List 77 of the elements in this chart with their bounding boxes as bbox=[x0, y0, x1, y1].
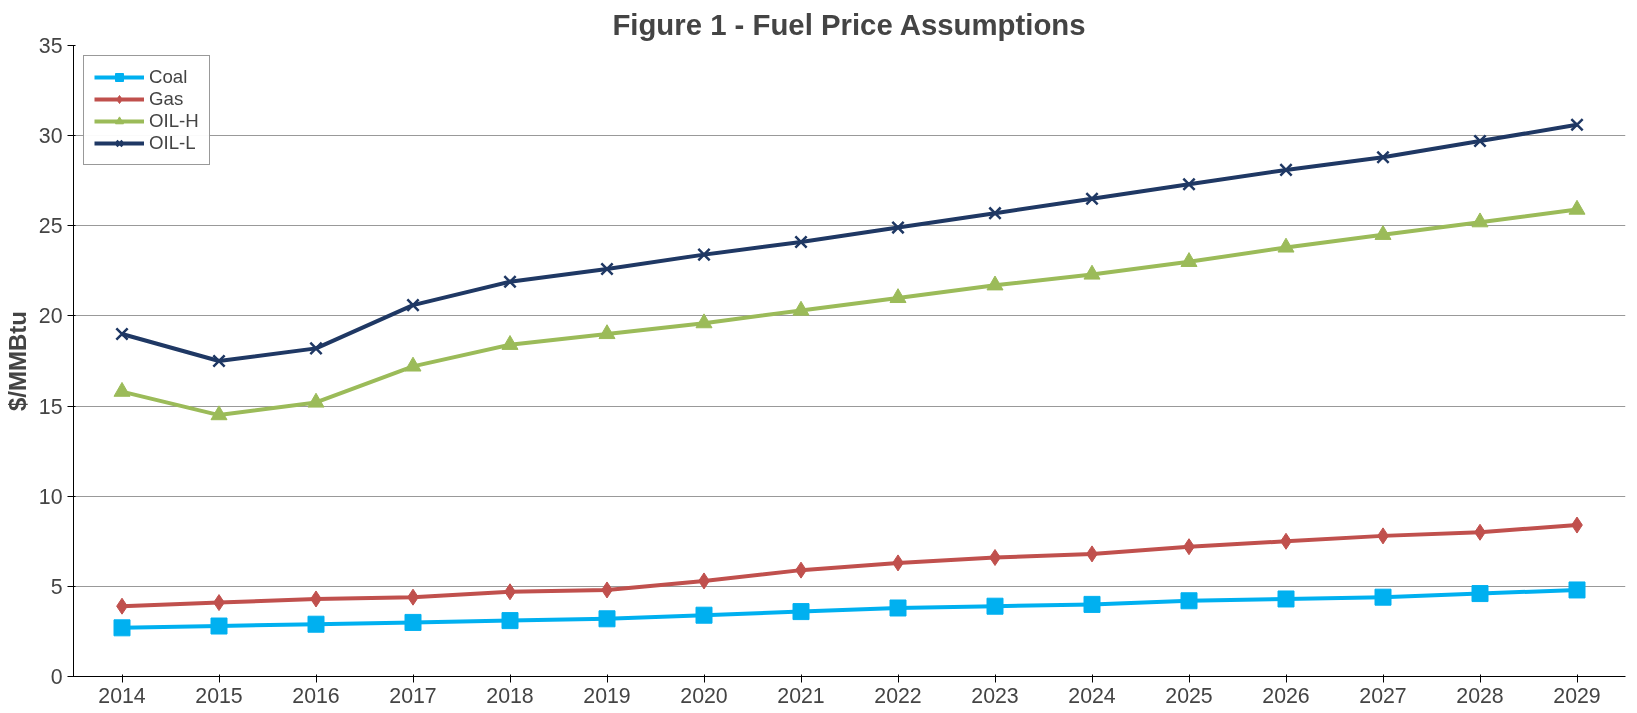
point bbox=[115, 327, 129, 341]
y-tick-label: 15 bbox=[38, 394, 63, 419]
point bbox=[600, 262, 614, 276]
point bbox=[986, 597, 1004, 615]
legend-label: Gas bbox=[149, 88, 184, 110]
point bbox=[889, 599, 907, 617]
point bbox=[404, 356, 422, 372]
point bbox=[891, 220, 905, 235]
point bbox=[210, 405, 228, 421]
point bbox=[697, 247, 711, 262]
point bbox=[404, 613, 422, 631]
y-tick-label: 35 bbox=[38, 34, 63, 58]
point bbox=[1374, 588, 1392, 606]
x-tick-label: 2023 bbox=[971, 683, 1019, 708]
point bbox=[1279, 162, 1293, 177]
point bbox=[406, 298, 420, 313]
point bbox=[212, 354, 226, 368]
point bbox=[1471, 212, 1489, 228]
y-axis-title: $/MMBtu bbox=[3, 311, 31, 411]
point bbox=[695, 313, 713, 329]
legend-label: Coal bbox=[149, 66, 188, 88]
point bbox=[501, 335, 519, 350]
x-tick-label: 2022 bbox=[874, 683, 922, 708]
y-tick-label: 10 bbox=[38, 484, 63, 509]
legend-label: OIL-L bbox=[149, 132, 196, 154]
x-tick-label: 2018 bbox=[486, 683, 534, 708]
point bbox=[1182, 177, 1196, 192]
point bbox=[889, 288, 907, 304]
point bbox=[598, 324, 616, 340]
point bbox=[988, 206, 1002, 221]
point bbox=[1471, 585, 1489, 603]
point bbox=[503, 274, 517, 289]
point bbox=[1180, 592, 1198, 610]
x-tick-label: 2016 bbox=[292, 683, 340, 708]
x-tick-label: 2029 bbox=[1553, 683, 1601, 708]
point bbox=[501, 612, 519, 630]
legend-label: OIL-H bbox=[149, 110, 199, 132]
x-tick-label: 2021 bbox=[777, 683, 825, 708]
x-tick-label: 2017 bbox=[389, 683, 437, 708]
y-tick-label: 0 bbox=[50, 665, 63, 689]
point bbox=[210, 617, 228, 635]
point bbox=[1277, 237, 1295, 253]
x-tick-label: 2028 bbox=[1456, 683, 1504, 708]
point bbox=[113, 619, 131, 637]
x-tick-label: 2024 bbox=[1068, 683, 1116, 708]
point bbox=[792, 603, 810, 621]
point bbox=[792, 300, 810, 316]
point bbox=[1568, 581, 1586, 599]
point bbox=[307, 615, 325, 633]
point bbox=[1473, 134, 1487, 148]
y-tick-label: 20 bbox=[38, 304, 63, 329]
x-tick-label: 2025 bbox=[1165, 683, 1213, 708]
point bbox=[986, 275, 1004, 291]
x-tick-label: 2020 bbox=[680, 683, 728, 708]
point bbox=[1277, 590, 1295, 608]
x-tick-label: 2014 bbox=[98, 683, 146, 708]
y-tick-label: 5 bbox=[50, 574, 63, 599]
point bbox=[1374, 225, 1392, 240]
x-tick-label: 2026 bbox=[1262, 683, 1310, 708]
y-tick-label: 25 bbox=[38, 214, 63, 239]
point bbox=[598, 610, 616, 628]
point bbox=[1376, 150, 1390, 165]
point bbox=[695, 606, 713, 624]
y-tick-label: 30 bbox=[38, 124, 63, 149]
point bbox=[309, 341, 323, 356]
point bbox=[1570, 117, 1584, 132]
point bbox=[1083, 264, 1101, 280]
point bbox=[1568, 199, 1586, 215]
x-tick-label: 2019 bbox=[583, 683, 631, 708]
x-tick-label: 2015 bbox=[195, 683, 243, 708]
point bbox=[794, 235, 808, 249]
point bbox=[1085, 191, 1099, 206]
chart-title: Figure 1 - Fuel Price Assumptions bbox=[612, 7, 1086, 41]
x-tick-label: 2027 bbox=[1359, 683, 1407, 708]
point bbox=[1083, 595, 1101, 613]
point bbox=[1180, 252, 1198, 267]
point bbox=[307, 392, 325, 408]
